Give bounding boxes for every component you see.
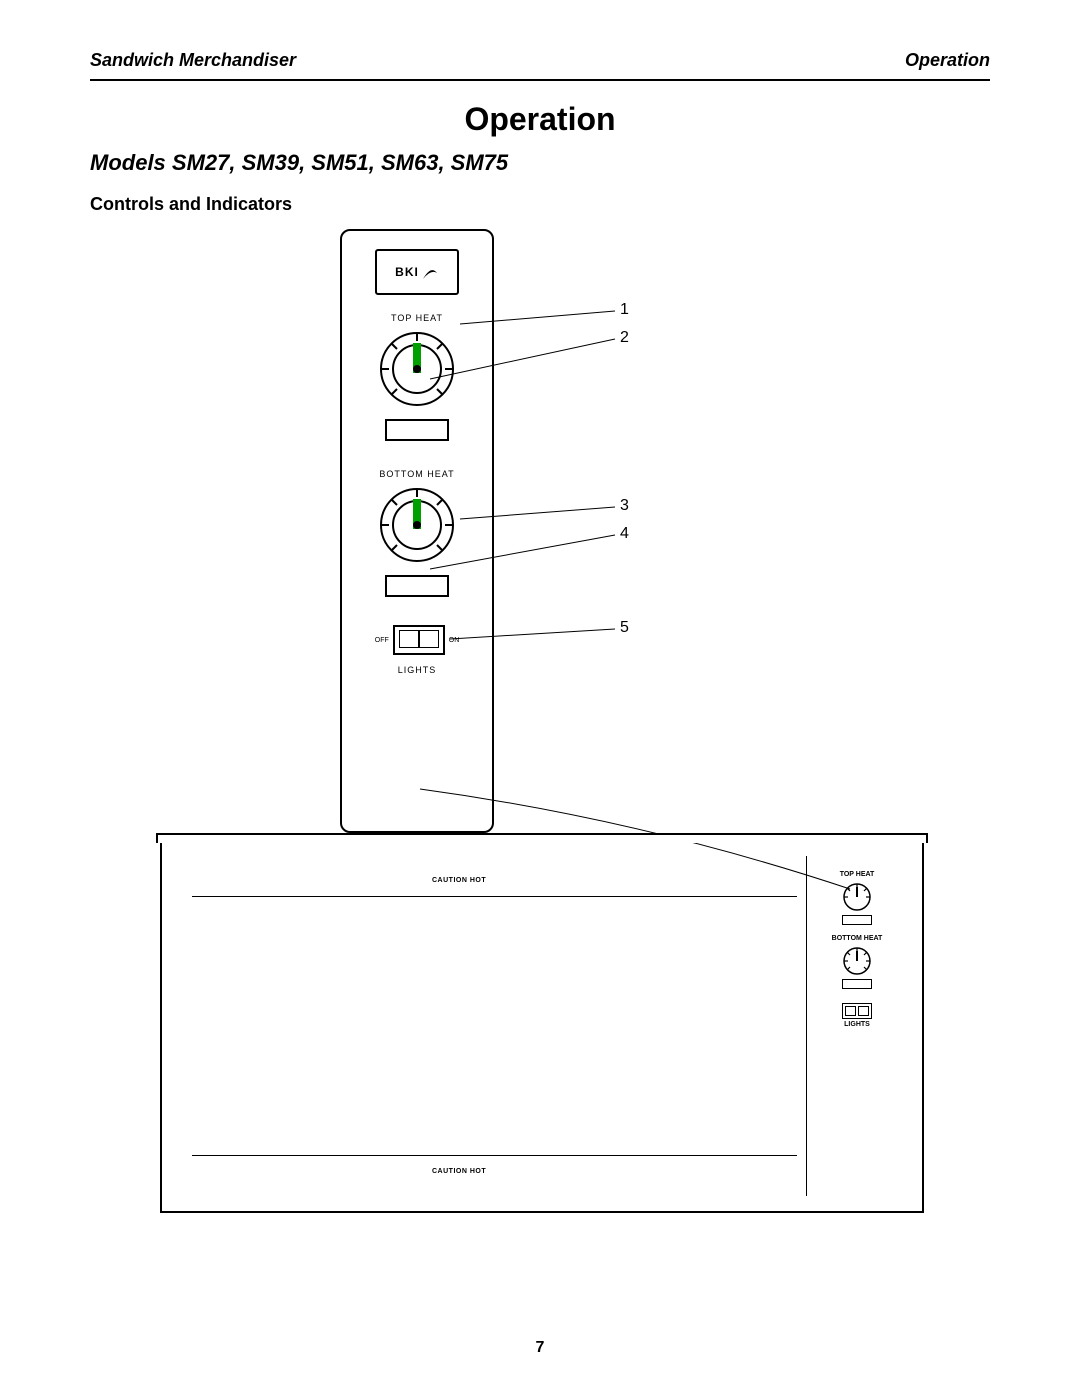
panel-divider (806, 856, 807, 1196)
unit-side-controls: TOP HEAT BOTTOM (817, 871, 897, 1181)
side-lights-switch (842, 1003, 872, 1019)
callout-5: 5 (620, 619, 629, 637)
caution-top-label: CAUTION HOT (432, 877, 486, 884)
header-left: Sandwich Merchandiser (90, 50, 296, 71)
logo-swoosh-icon (421, 263, 439, 281)
dial-icon (377, 329, 457, 409)
bottom-heat-dial (377, 485, 457, 565)
side-top-heat-label: TOP HEAT (817, 871, 897, 878)
page-number: 7 (0, 1339, 1080, 1357)
merchandiser-unit: CAUTION HOT CAUTION HOT TOP HEAT (160, 839, 924, 1213)
door-top-line (192, 896, 797, 897)
brand-logo: BKI (375, 249, 459, 295)
callout-1: 1 (620, 301, 629, 319)
lights-label: LIGHTS (342, 665, 492, 675)
side-lights-label: LIGHTS (817, 1021, 897, 1028)
dial-icon (842, 882, 872, 912)
side-bottom-indicator (842, 979, 872, 989)
switch-off-label: OFF (375, 637, 389, 644)
switch-on-label: ON (449, 637, 460, 644)
dial-icon (377, 485, 457, 565)
side-bottom-dial (842, 946, 872, 976)
side-top-indicator (842, 915, 872, 925)
caution-bottom-label: CAUTION HOT (432, 1168, 486, 1175)
door-bottom-line (192, 1155, 797, 1156)
top-heat-dial (377, 329, 457, 409)
side-top-dial (842, 882, 872, 912)
callout-4: 4 (620, 525, 629, 543)
top-heat-label: TOP HEAT (342, 313, 492, 323)
diagram: BKI TOP HEAT (160, 229, 920, 1209)
top-heat-indicator (385, 419, 449, 441)
unit-top-edge (156, 833, 928, 843)
control-panel: BKI TOP HEAT (340, 229, 494, 833)
section-heading: Controls and Indicators (90, 194, 990, 215)
header-right: Operation (905, 50, 990, 71)
bottom-heat-label: BOTTOM HEAT (342, 469, 492, 479)
dial-icon (842, 946, 872, 976)
page-header: Sandwich Merchandiser Operation (90, 50, 990, 81)
callout-2: 2 (620, 329, 629, 347)
lights-switch-row: OFF ON (342, 625, 492, 655)
page-subtitle: Models SM27, SM39, SM51, SM63, SM75 (90, 150, 990, 176)
callout-3: 3 (620, 497, 629, 515)
bottom-heat-indicator (385, 575, 449, 597)
side-bottom-heat-label: BOTTOM HEAT (817, 935, 897, 942)
lights-switch (393, 625, 445, 655)
page-title: Operation (90, 101, 990, 138)
